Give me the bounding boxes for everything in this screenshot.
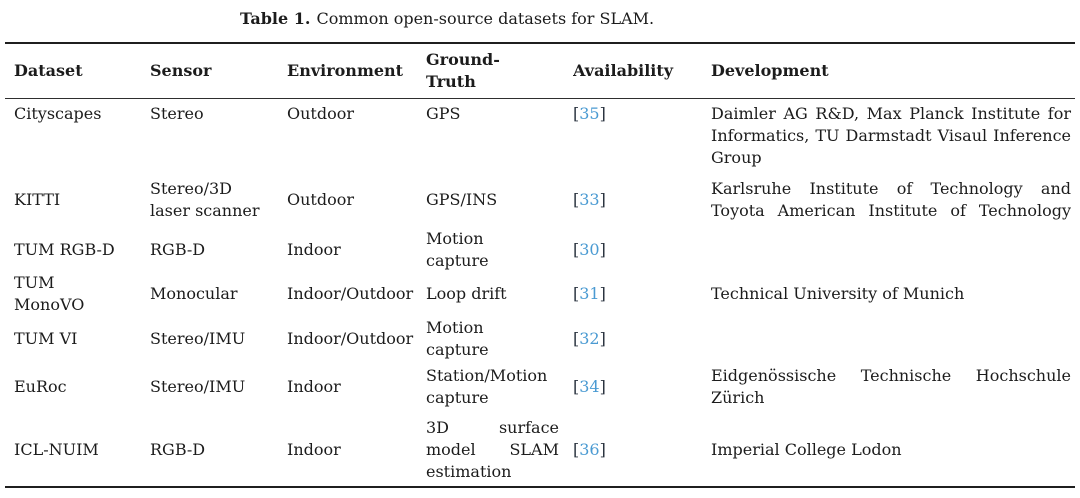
cell-availability: [31]	[573, 272, 711, 317]
column-header-environment: Environment	[287, 42, 426, 99]
cell-sensor: RGB-D	[150, 413, 287, 488]
column-header-availability: Availability	[573, 42, 711, 99]
cell-dataset: ICL-NUIM	[5, 413, 150, 488]
cell-ground-truth: GPS	[426, 104, 461, 123]
citation-link[interactable]: [30]	[573, 240, 606, 259]
cell-ground-truth: 3D surface model SLAM estimation	[426, 413, 573, 488]
citation-number: 32	[579, 328, 600, 348]
table-row: TUM MonoVO Monocular Indoor/Outdoor Loop…	[5, 272, 1075, 317]
cell-environment: Indoor/Outdoor	[287, 328, 414, 348]
citation-link[interactable]: [35]	[573, 104, 606, 123]
cell-environment: Indoor	[287, 239, 341, 259]
cell-environment: Indoor	[287, 413, 426, 488]
cell-sensor: Stereo	[150, 104, 204, 123]
citation-link[interactable]: [32]	[573, 329, 606, 348]
cell-development: Eidgenössische Technische Hochschule Zür…	[711, 366, 1071, 407]
citation-bracket-close: ]	[599, 284, 606, 303]
cell-availability: [30]	[573, 228, 711, 272]
cell-ground-truth: Motion capture	[426, 228, 489, 270]
citation-bracket-open: [	[573, 439, 580, 459]
column-header-ground-truth: Ground- Truth	[426, 42, 573, 99]
citation-link[interactable]: [36]	[573, 440, 606, 459]
citation-bracket-close: ]	[599, 377, 606, 396]
citation-bracket-open: [	[573, 190, 580, 209]
table-row: Cityscapes Stereo Outdoor GPS [35] Daiml…	[5, 99, 1075, 173]
cell-environment: Outdoor	[287, 104, 355, 123]
citation-number: 30	[579, 239, 600, 259]
cell-ground-truth: GPS/INS	[426, 190, 498, 209]
citation-bracket-close: ]	[599, 190, 606, 209]
cell-development: Daimler AG R&D, Max Planck Institute for…	[711, 104, 1071, 167]
cell-development: Technical University of Munich	[711, 284, 965, 303]
datasets-table: Dataset Sensor Environment Ground- Truth…	[5, 42, 1075, 488]
cell-dataset: TUM RGB-D	[14, 239, 115, 259]
citation-bracket-close: ]	[599, 104, 606, 123]
cell-development: Karlsruhe Institute of Technology and To…	[711, 179, 1071, 220]
citation-number: 35	[579, 104, 600, 123]
table-row: TUM RGB-D RGB-D Indoor Motion capture [3…	[5, 228, 1075, 272]
caption-text: Common open-source datasets for SLAM.	[316, 9, 655, 28]
cell-availability: [33]	[573, 173, 711, 228]
cell-dataset: TUM VI	[14, 328, 78, 348]
cell-ground-truth: Loop drift	[426, 284, 507, 303]
cell-availability: [35]	[573, 99, 711, 173]
cell-dataset: EuRoc	[14, 377, 67, 396]
cell-development: Imperial College Lodon	[711, 413, 1075, 488]
column-header-development: Development	[711, 42, 1075, 99]
table-row: ICL-NUIM RGB-D Indoor 3D surface model S…	[5, 413, 1075, 488]
cell-availability: [32]	[573, 317, 711, 361]
table-row: EuRoc Stereo/IMU Indoor Station/Motion c…	[5, 361, 1075, 414]
cell-sensor: Stereo/IMU	[150, 328, 246, 348]
citation-link[interactable]: [31]	[573, 284, 606, 303]
cell-dataset: TUM MonoVO	[14, 273, 85, 314]
cell-environment: Outdoor	[287, 190, 355, 209]
citation-bracket-open: [	[573, 377, 580, 396]
cell-sensor: RGB-D	[150, 239, 206, 259]
table-row: KITTI Stereo/3D laser scanner Outdoor GP…	[5, 173, 1075, 228]
citation-bracket-open: [	[573, 328, 580, 348]
citation-bracket-open: [	[573, 239, 580, 259]
citation-number: 33	[579, 190, 600, 209]
citation-link[interactable]: [33]	[573, 190, 606, 209]
citation-link[interactable]: [34]	[573, 377, 606, 396]
cell-availability: [34]	[573, 361, 711, 414]
citation-bracket-close: ]	[599, 239, 606, 259]
cell-availability: [36]	[573, 413, 711, 488]
cell-sensor: Stereo/3D laser scanner	[150, 179, 260, 220]
cell-sensor: Monocular	[150, 284, 238, 303]
cell-environment: Indoor/Outdoor	[287, 284, 414, 303]
cell-ground-truth: Station/Motion capture	[426, 366, 548, 407]
citation-number: 31	[579, 284, 600, 303]
citation-bracket-close: ]	[599, 439, 606, 459]
column-header-dataset: Dataset	[5, 42, 150, 99]
table-caption: Table 1. Common open-source datasets for …	[240, 9, 1080, 33]
cell-development	[711, 317, 1075, 361]
citation-bracket-close: ]	[599, 328, 606, 348]
header-row: Dataset Sensor Environment Ground- Truth…	[5, 42, 1075, 99]
cell-dataset: Cityscapes	[14, 104, 102, 123]
citation-number: 34	[579, 377, 600, 396]
table-row: TUM VI Stereo/IMU Indoor/Outdoor Motion …	[5, 317, 1075, 361]
cell-sensor: Stereo/IMU	[150, 377, 246, 396]
column-header-sensor: Sensor	[150, 42, 287, 99]
citation-bracket-open: [	[573, 104, 580, 123]
citation-bracket-open: [	[573, 284, 580, 303]
cell-environment: Indoor	[287, 377, 341, 396]
caption-label: Table 1.	[240, 9, 311, 28]
cell-development	[711, 228, 1075, 272]
citation-number: 36	[579, 439, 600, 459]
cell-dataset: KITTI	[14, 190, 61, 209]
cell-ground-truth: Motion capture	[426, 317, 489, 359]
